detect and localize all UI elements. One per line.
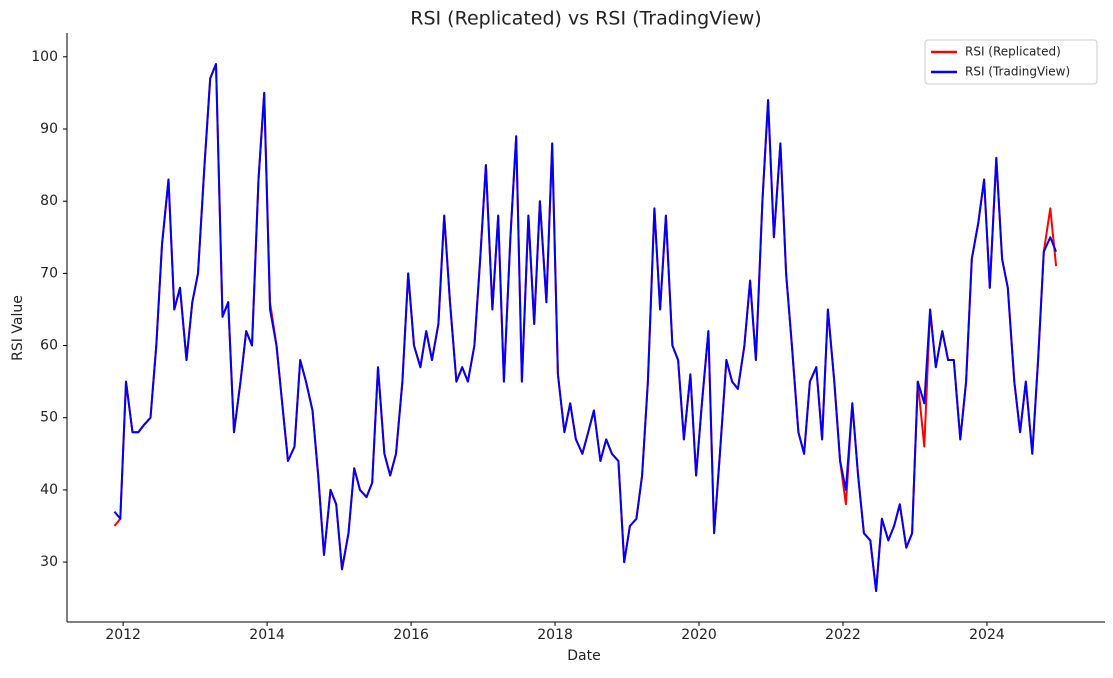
y-tick-label: 50 <box>40 410 58 426</box>
y-tick-label: 100 <box>31 49 58 65</box>
y-tick-label: 60 <box>40 338 58 354</box>
y-tick-label: 70 <box>40 265 58 281</box>
y-tick-label: 40 <box>40 482 58 498</box>
legend-box <box>924 39 1098 85</box>
y-axis-label: RSI Value <box>10 295 26 361</box>
legend-label: RSI (Replicated) <box>965 45 1061 59</box>
y-tick-label: 30 <box>40 554 58 570</box>
series-line <box>113 63 1058 592</box>
y-tick-label: 80 <box>40 193 58 209</box>
chart-title: RSI (Replicated) vs RSI (TradingView) <box>410 8 761 30</box>
x-tick-label: 2024 <box>969 627 1005 643</box>
x-axis-label: Date <box>567 648 600 664</box>
series-line <box>113 63 1058 592</box>
x-tick-label: 2012 <box>105 627 141 643</box>
legend-label: RSI (TradingView) <box>965 65 1070 79</box>
x-tick-label: 2016 <box>393 627 429 643</box>
x-tick-label: 2022 <box>825 627 861 643</box>
x-tick-label: 2020 <box>681 627 717 643</box>
y-tick-label: 90 <box>40 121 58 137</box>
x-tick-label: 2018 <box>537 627 573 643</box>
x-tick-label: 2014 <box>249 627 285 643</box>
